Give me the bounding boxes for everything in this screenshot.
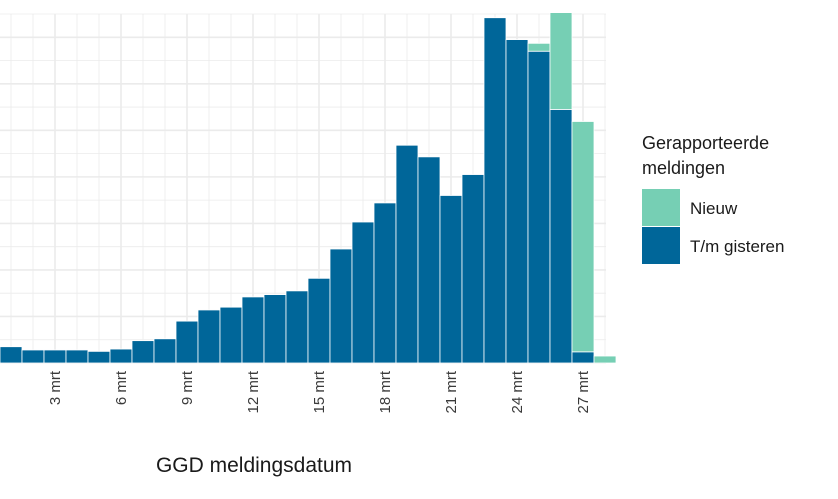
x-tick-label: 24 mrt bbox=[509, 370, 526, 413]
bars bbox=[0, 12, 617, 364]
legend-label-nieuw: Nieuw bbox=[690, 199, 738, 218]
x-tick-labels: 3 mrt 6 mrt 9 mrt 12 mrt 15 mrt 18 mrt 21 mrt 2… bbox=[47, 370, 592, 413]
bar-tm-gisteren bbox=[65, 349, 89, 364]
legend-swatch-nieuw bbox=[642, 189, 680, 226]
x-tick-label: 15 mrt bbox=[311, 370, 328, 413]
bar-tm-gisteren bbox=[351, 221, 375, 364]
bar-tm-gisteren bbox=[263, 294, 287, 364]
x-tick-label: 3 mrt bbox=[47, 370, 64, 405]
x-tick-label: 27 mrt bbox=[575, 370, 592, 413]
bar-tm-gisteren bbox=[395, 144, 419, 364]
bar-tm-gisteren bbox=[153, 338, 177, 364]
bar-tm-gisteren bbox=[307, 277, 331, 364]
x-tick-label: 9 mrt bbox=[179, 370, 196, 405]
legend-label-tm-gisteren: T/m gisteren bbox=[690, 237, 784, 256]
bar-nieuw bbox=[571, 121, 595, 353]
bar-tm-gisteren bbox=[175, 320, 199, 364]
bar-tm-gisteren bbox=[87, 350, 111, 364]
legend-title-line-2: meldingen bbox=[642, 158, 725, 178]
bar-tm-gisteren bbox=[417, 156, 441, 364]
legend: Gerapporteerde meldingen Nieuw T/m giste… bbox=[642, 133, 784, 264]
bar-tm-gisteren bbox=[219, 306, 243, 364]
bar-tm-gisteren bbox=[131, 340, 155, 364]
bar-tm-gisteren bbox=[0, 346, 23, 364]
x-tick-label: 21 mrt bbox=[443, 370, 460, 413]
legend-title-line-1: Gerapporteerde bbox=[642, 133, 769, 153]
bar-tm-gisteren bbox=[197, 309, 221, 364]
bar-tm-gisteren bbox=[549, 108, 573, 364]
bar-nieuw bbox=[593, 355, 617, 364]
bar-nieuw bbox=[527, 42, 551, 52]
x-axis-title: GGD meldingsdatum bbox=[156, 454, 352, 477]
bar-tm-gisteren bbox=[461, 174, 485, 364]
x-tick-label: 6 mrt bbox=[113, 370, 130, 405]
bar-tm-gisteren bbox=[21, 349, 45, 364]
bar-tm-gisteren bbox=[373, 202, 397, 364]
bar-nieuw bbox=[549, 12, 573, 110]
bar-tm-gisteren bbox=[241, 296, 265, 364]
bar-tm-gisteren bbox=[285, 290, 309, 364]
bar-tm-gisteren bbox=[439, 195, 463, 364]
bar-tm-gisteren bbox=[527, 50, 551, 364]
bar-tm-gisteren bbox=[43, 349, 67, 364]
bar-tm-gisteren bbox=[483, 17, 507, 364]
bar-tm-gisteren bbox=[505, 39, 529, 364]
bar-tm-gisteren bbox=[109, 348, 133, 364]
bar-tm-gisteren bbox=[329, 248, 353, 364]
x-tick-label: 12 mrt bbox=[245, 370, 262, 413]
legend-swatch-tm-gisteren bbox=[642, 227, 680, 264]
bar-tm-gisteren bbox=[571, 351, 595, 364]
x-tick-label: 18 mrt bbox=[377, 370, 394, 413]
